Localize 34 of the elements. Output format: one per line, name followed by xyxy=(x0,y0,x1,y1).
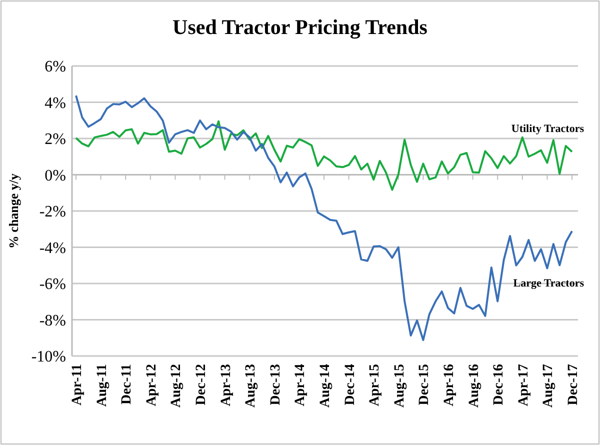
x-tick-label: Dec-13 xyxy=(268,364,284,406)
x-tick-label: Aug-17 xyxy=(541,364,556,408)
x-tick-label: Aug-13 xyxy=(244,364,259,408)
y-tick-label: -4% xyxy=(39,240,66,257)
series-label: Utility Tractors xyxy=(511,123,585,136)
x-tick-label: Dec-11 xyxy=(120,364,135,404)
x-tick-label: Apr-11 xyxy=(70,364,85,406)
x-tick-label: Aug-16 xyxy=(466,364,482,408)
y-tick-label: -2% xyxy=(39,204,66,221)
x-tick-label: Apr-12 xyxy=(144,364,160,406)
x-tick-label: Apr-14 xyxy=(293,364,308,406)
x-tick-label: Aug-12 xyxy=(169,364,184,408)
x-tick-label: Dec-17 xyxy=(566,364,581,406)
y-tick-label: -10% xyxy=(31,348,66,366)
y-tick-label: 0% xyxy=(44,167,66,184)
x-tick-label: Apr-13 xyxy=(218,364,234,406)
x-tick-label: Dec-14 xyxy=(342,364,358,406)
y-axis-title: % change y/y xyxy=(6,172,21,249)
y-tick-label: 6% xyxy=(44,58,66,76)
y-tick-label: 2% xyxy=(44,131,66,148)
y-tick-label: 4% xyxy=(44,94,66,112)
chart-title: Used Tractor Pricing Trends xyxy=(172,15,428,39)
x-tick-label: Dec-12 xyxy=(194,364,209,406)
x-tick-label: Aug-15 xyxy=(392,364,408,408)
x-tick-label: Apr-17 xyxy=(516,364,532,406)
x-tick-label: Aug-11 xyxy=(94,364,110,407)
x-tick-label: Apr-16 xyxy=(442,364,457,406)
series-label: Large Tractors xyxy=(513,277,585,290)
x-tick-label: Dec-15 xyxy=(417,364,432,406)
y-tick-label: -8% xyxy=(39,312,66,330)
x-tick-label: Aug-14 xyxy=(318,364,333,408)
y-tick-label: -6% xyxy=(39,276,66,294)
x-tick-label: Apr-15 xyxy=(368,364,383,406)
x-tick-label: Dec-16 xyxy=(492,364,507,406)
